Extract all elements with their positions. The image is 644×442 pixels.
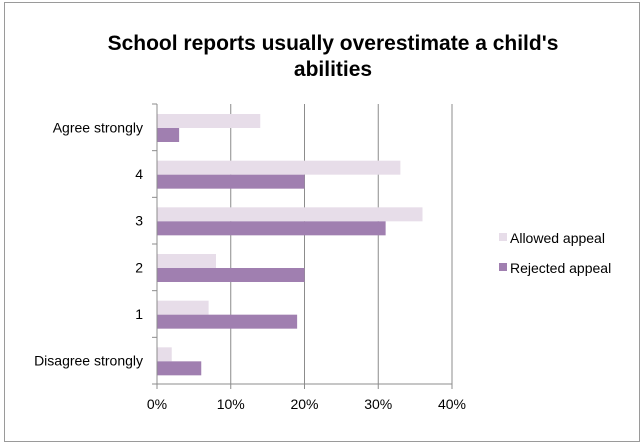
bar-allowed-appeal	[157, 254, 216, 268]
y-tick-label: 1	[135, 306, 143, 322]
bar-rejected-appeal	[157, 314, 298, 329]
y-tick-label: Agree strongly	[53, 119, 143, 135]
bar-allowed-appeal	[157, 300, 209, 315]
bar-chart: School reports usually overestimate a ch…	[34, 32, 611, 412]
legend-swatch	[499, 263, 507, 271]
bar-rejected-appeal	[157, 174, 305, 189]
x-tick-label: 20%	[290, 396, 318, 412]
bar-rejected-appeal	[157, 268, 305, 282]
y-tick-label: 4	[135, 166, 143, 182]
y-tick-label: Disagree strongly	[34, 353, 143, 369]
bar-allowed-appeal	[157, 114, 261, 128]
chart-title-line-2: abilities	[294, 58, 372, 81]
bar-rejected-appeal	[157, 128, 180, 142]
x-tick-label: 10%	[217, 396, 245, 412]
x-tick-label: 0%	[147, 396, 167, 412]
chart-title-line-1: School reports usually overestimate a ch…	[108, 32, 559, 55]
bar-allowed-appeal	[157, 207, 423, 222]
x-tick-label: 30%	[364, 396, 392, 412]
y-tick-label: 2	[135, 259, 143, 275]
y-tick-label: 3	[135, 213, 143, 229]
x-tick-label: 40%	[438, 396, 466, 412]
bar-rejected-appeal	[157, 221, 386, 236]
bar-allowed-appeal	[157, 347, 172, 362]
legend-swatch	[499, 233, 507, 241]
bar-rejected-appeal	[157, 361, 202, 376]
legend-label: Rejected appeal	[510, 260, 611, 276]
bar-allowed-appeal	[157, 160, 401, 175]
legend-label: Allowed appeal	[510, 230, 605, 246]
